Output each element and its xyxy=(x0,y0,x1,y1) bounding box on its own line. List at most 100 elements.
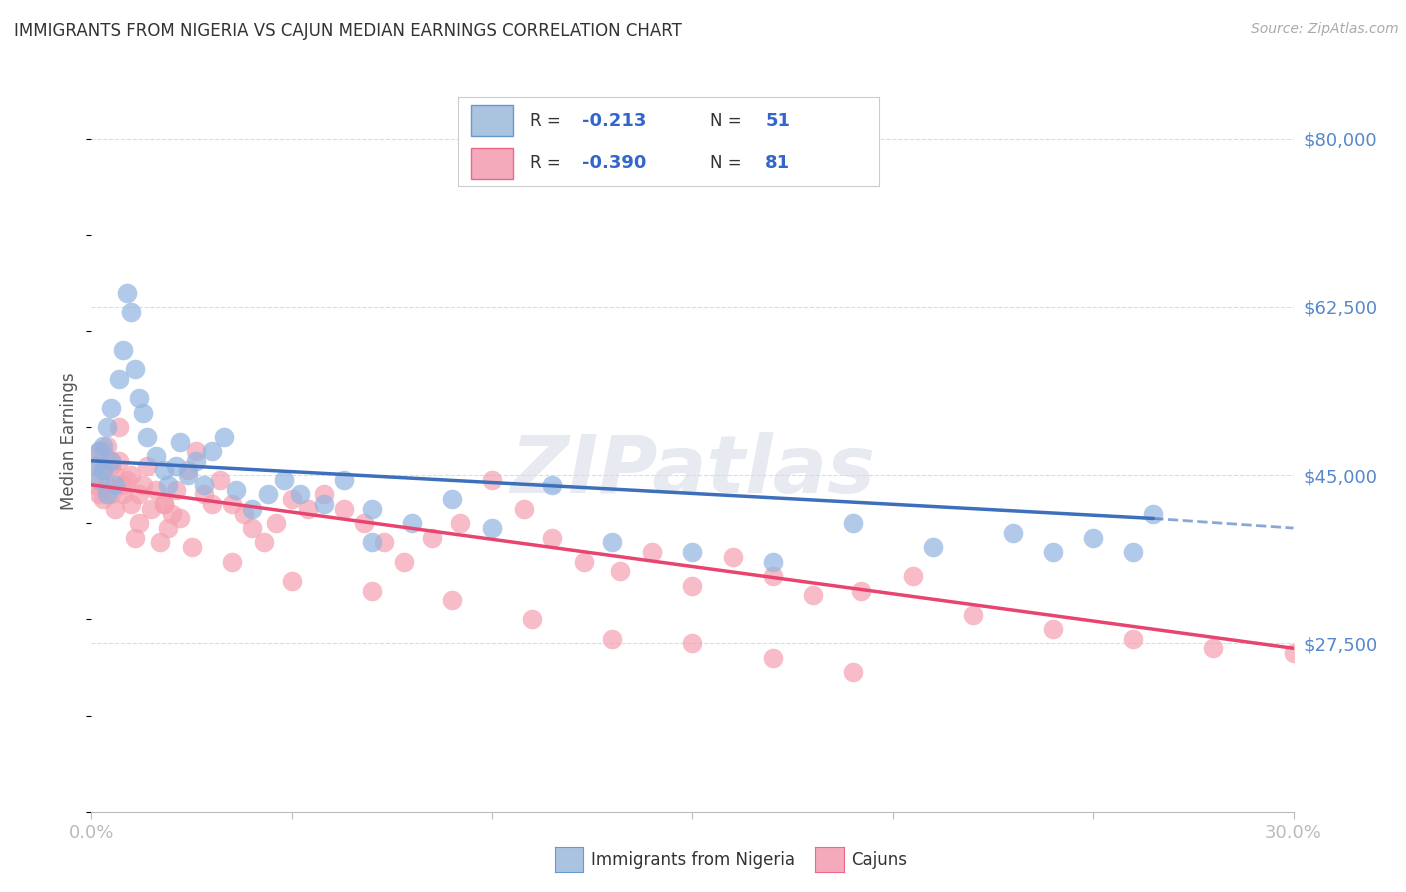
Text: 81: 81 xyxy=(765,153,790,171)
Point xyxy=(100,458,122,473)
Point xyxy=(121,304,143,318)
Point xyxy=(1042,545,1064,559)
Point xyxy=(121,468,143,483)
Text: N =: N = xyxy=(710,153,748,171)
Point xyxy=(141,501,163,516)
Point xyxy=(100,454,122,468)
Point xyxy=(360,535,382,549)
Point xyxy=(297,501,319,516)
Point xyxy=(117,473,139,487)
Point xyxy=(112,478,135,492)
Point xyxy=(100,487,122,501)
Point xyxy=(1202,641,1225,656)
Point xyxy=(841,665,863,680)
Point xyxy=(574,555,596,569)
Point xyxy=(112,487,135,501)
Point xyxy=(89,473,111,487)
Point xyxy=(1042,622,1064,636)
Point xyxy=(84,478,107,492)
Point xyxy=(373,535,395,549)
Point xyxy=(208,473,231,487)
Point xyxy=(89,487,111,501)
Point xyxy=(193,487,215,501)
Point xyxy=(762,651,785,665)
Point xyxy=(104,468,127,483)
Point xyxy=(1142,507,1164,521)
Point xyxy=(117,285,139,300)
Text: N =: N = xyxy=(710,112,748,130)
Point xyxy=(762,555,785,569)
Point xyxy=(128,391,150,405)
Point xyxy=(962,607,984,622)
Point xyxy=(156,521,179,535)
Point xyxy=(420,531,443,545)
Point xyxy=(180,541,202,555)
Point xyxy=(100,401,122,415)
Point xyxy=(841,516,863,531)
Point xyxy=(169,434,191,449)
Point xyxy=(353,516,375,531)
Point xyxy=(132,406,155,420)
Point xyxy=(541,478,564,492)
Point xyxy=(96,439,118,453)
Point xyxy=(256,487,278,501)
Point xyxy=(165,483,187,497)
Point xyxy=(513,501,536,516)
Point xyxy=(681,545,703,559)
Point xyxy=(801,588,824,602)
Point xyxy=(156,478,179,492)
Bar xyxy=(471,105,513,136)
Point xyxy=(333,473,356,487)
Point xyxy=(360,501,382,516)
Point xyxy=(93,444,115,458)
Point xyxy=(481,473,503,487)
Point xyxy=(253,535,276,549)
Point xyxy=(93,439,115,453)
Point xyxy=(152,497,174,511)
Point xyxy=(602,535,624,549)
Point xyxy=(1122,545,1144,559)
Point xyxy=(1122,632,1144,646)
Point xyxy=(225,483,247,497)
Point xyxy=(93,463,115,477)
Point xyxy=(1282,646,1305,660)
Point xyxy=(121,497,143,511)
Y-axis label: Median Earnings: Median Earnings xyxy=(60,373,79,510)
Point xyxy=(124,531,146,545)
Point xyxy=(93,463,115,477)
Point xyxy=(922,541,945,555)
Point xyxy=(128,487,150,501)
Point xyxy=(108,372,131,386)
Point xyxy=(112,343,135,358)
Point xyxy=(602,632,624,646)
Text: 51: 51 xyxy=(765,112,790,130)
Point xyxy=(108,454,131,468)
Point xyxy=(100,454,122,468)
Text: R =: R = xyxy=(530,153,565,171)
Point xyxy=(184,454,207,468)
Point xyxy=(84,458,107,473)
Text: ZIPatlas: ZIPatlas xyxy=(510,432,875,510)
Point xyxy=(541,531,564,545)
Text: -0.213: -0.213 xyxy=(582,112,647,130)
Point xyxy=(184,444,207,458)
Point xyxy=(1001,525,1024,540)
Point xyxy=(84,458,107,473)
Point xyxy=(681,579,703,593)
Point xyxy=(609,565,631,579)
Point xyxy=(360,583,382,598)
Point xyxy=(232,507,254,521)
Point xyxy=(152,463,174,477)
Point xyxy=(440,593,463,607)
Point xyxy=(392,555,415,569)
Point xyxy=(288,487,311,501)
Text: Immigrants from Nigeria: Immigrants from Nigeria xyxy=(591,851,794,869)
Point xyxy=(104,501,127,516)
Point xyxy=(273,473,295,487)
Point xyxy=(201,497,224,511)
Point xyxy=(281,492,304,507)
Point xyxy=(264,516,287,531)
Point xyxy=(1083,531,1105,545)
Point xyxy=(681,636,703,650)
Point xyxy=(176,463,198,477)
